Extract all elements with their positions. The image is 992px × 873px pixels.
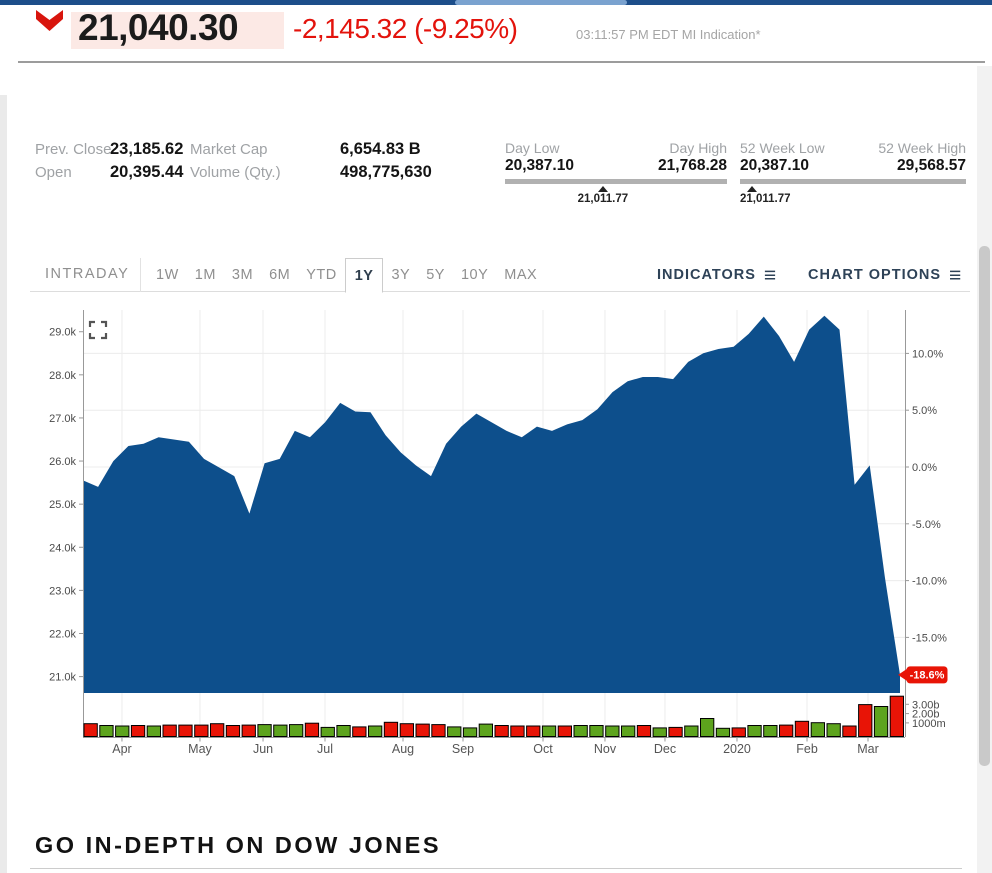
range-tab-1w[interactable]: 1W (148, 258, 187, 292)
page-left-edge (0, 95, 7, 873)
y-tick-label: 27.0k (49, 413, 76, 425)
x-tick-label: May (188, 742, 212, 756)
header-divider (18, 61, 985, 63)
range-tab-ytd[interactable]: YTD (298, 258, 345, 292)
day-high-value: 21,768.28 (658, 157, 727, 174)
range-tab-1y[interactable]: 1Y (344, 258, 384, 293)
y-tick-label: 5.0% (912, 405, 937, 417)
top-scrollbar-thumb[interactable] (455, 0, 627, 5)
hamburger-icon: ≡ (949, 263, 963, 287)
week52-high-label: 52 Week High (878, 140, 966, 156)
range-tab-10y[interactable]: 10Y (453, 258, 496, 292)
vertical-scrollbar[interactable] (977, 66, 992, 873)
week52-range-marker-value: 21,011.77 (739, 193, 791, 205)
x-tick-label: Apr (112, 742, 131, 756)
y-tick-label: 10.0% (912, 348, 943, 360)
week52-range: 52 Week Low 52 Week High 20,387.10 29,56… (739, 140, 966, 205)
market-cap-value: 6,654.83 B (340, 140, 421, 158)
toolbar-divider (140, 258, 141, 292)
x-tick-label: Dec (654, 742, 676, 756)
last-value-badge: -18.6% (898, 666, 948, 684)
day-range-marker-value: 21,011.77 (577, 193, 629, 205)
open-value: 20,395.44 (110, 163, 184, 181)
day-low-label: Day Low (505, 140, 560, 156)
y-tick-label: 0.0% (912, 462, 937, 474)
week52-low-value: 20,387.10 (740, 157, 809, 174)
y-tick-label: 26.0k (49, 456, 76, 468)
day-high-label: Day High (669, 140, 727, 156)
tab-intraday[interactable]: INTRADAY (45, 266, 130, 282)
hamburger-icon: ≡ (763, 263, 778, 287)
y-tick-label: 29.0k (49, 327, 76, 339)
chart-options-label: CHART OPTIONS (808, 267, 942, 283)
footer-rule (30, 868, 962, 869)
y-tick-label: -15.0% (912, 632, 947, 644)
vertical-scrollbar-thumb[interactable] (979, 246, 990, 766)
badge-label: -18.6% (910, 670, 945, 682)
x-tick-label: Mar (857, 742, 879, 756)
marker-arrow-icon (597, 186, 608, 192)
volume-tick-label: 2.00b (912, 709, 940, 721)
y-axis-right-labels: 10.0% 5.0% 0.0% -5.0% -10.0% -15.0% 3.00b2.00b… (905, 348, 947, 730)
chart-toolbar: INTRADAY 1W 1M 3M 6M YTD 1Y 3Y 5Y 10Y MAX INDICAT… (30, 258, 970, 293)
y-tick-label: 22.0k (49, 628, 76, 640)
open-label: Open (35, 164, 72, 181)
range-tab-max[interactable]: MAX (496, 258, 545, 292)
range-tab-3y[interactable]: 3Y (383, 258, 418, 292)
indicators-label: INDICATORS (657, 267, 756, 283)
price-change: -2,145.32 (-9.25%) (293, 13, 518, 44)
y-tick-label: 24.0k (49, 542, 76, 554)
day-range: Day Low Day High 20,387.10 21,768.28 21,… (505, 140, 727, 205)
market-cap-label: Market Cap (190, 141, 268, 158)
price-highlight (71, 12, 284, 49)
y-tick-label: 21.0k (49, 672, 76, 684)
volume-tick-label: 1000m (912, 718, 946, 730)
volume-label: Volume (Qty.) (190, 164, 281, 181)
marker-arrow-icon (746, 186, 757, 192)
x-tick-label: Aug (392, 742, 414, 756)
range-tabs: 1W 1M 3M 6M YTD 1Y 3Y 5Y 10Y MAX (148, 258, 545, 293)
range-tab-5y[interactable]: 5Y (418, 258, 453, 292)
current-price: 21,040.30 (78, 7, 239, 48)
week52-range-track (740, 179, 966, 184)
x-tick-label: Jul (317, 742, 333, 756)
prev-close-value: 23,185.62 (110, 140, 184, 158)
price-down-arrow-icon (36, 10, 63, 32)
y-axis-left-labels: 29.0k 28.0k 27.0k 26.0k 25.0k 24.0k 23.0k 22.0k… (49, 327, 83, 684)
x-tick-label: Jun (253, 742, 273, 756)
y-tick-label: 28.0k (49, 370, 76, 382)
x-tick-label: Nov (594, 742, 617, 756)
y-tick-label: 23.0k (49, 585, 76, 597)
chart-plot-area[interactable] (83, 310, 905, 737)
y-tick-label: 25.0k (49, 499, 76, 511)
x-tick-label: Sep (452, 742, 474, 756)
week52-low-label: 52 Week Low (740, 140, 825, 156)
volume-value: 498,775,630 (340, 163, 432, 181)
y-tick-label: -5.0% (912, 519, 941, 531)
y-tick-label: -10.0% (912, 576, 947, 588)
chart-options-button[interactable]: CHART OPTIONS ≡ (808, 258, 962, 292)
badge-rect (906, 666, 948, 684)
section-heading: GO IN-DEPTH ON DOW JONES (35, 832, 441, 858)
quote-timestamp: 03:11:57 PM EDT MI Indication* (576, 27, 761, 42)
x-axis-labels: Apr May Jun Jul Aug Sep Oct Nov Dec 2020 Feb Mar (112, 737, 879, 756)
range-tab-3m[interactable]: 3M (224, 258, 261, 292)
range-tab-1m[interactable]: 1M (187, 258, 224, 292)
x-tick-label: 2020 (723, 742, 751, 756)
x-tick-label: Oct (533, 742, 553, 756)
range-tab-6m[interactable]: 6M (261, 258, 298, 292)
x-tick-label: Feb (796, 742, 818, 756)
fullscreen-icon[interactable] (88, 320, 108, 340)
week52-high-value: 29,568.57 (897, 157, 966, 174)
volume-tick-label: 3.00b (912, 699, 940, 711)
prev-close-label: Prev. Close (35, 141, 112, 158)
top-scrollbar[interactable] (0, 0, 992, 5)
indicators-button[interactable]: INDICATORS ≡ (657, 258, 777, 292)
day-range-track (505, 179, 727, 184)
day-low-value: 20,387.10 (505, 157, 574, 174)
